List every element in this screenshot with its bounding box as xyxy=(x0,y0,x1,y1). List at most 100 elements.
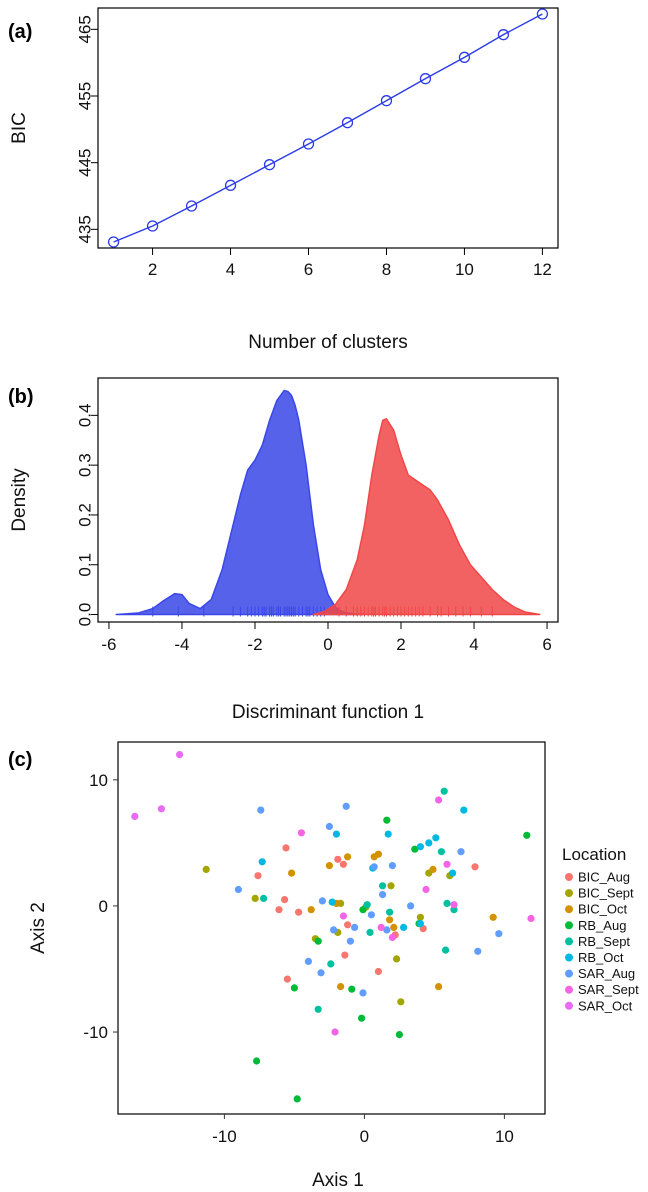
point-rb-aug xyxy=(383,816,391,824)
point-bic-sept xyxy=(387,882,395,890)
point-rb-sept xyxy=(314,1005,322,1013)
legend-label-bic-aug: BIC_Aug xyxy=(578,870,630,885)
y-tick-label: 0.0 xyxy=(76,603,95,627)
bic-point xyxy=(536,8,549,20)
point-bic-oct xyxy=(390,923,398,932)
point-sar-sept xyxy=(331,1028,339,1036)
bic-point xyxy=(380,95,393,107)
x-tick-label: 2 xyxy=(396,635,405,654)
x-tick-label: 4 xyxy=(226,260,235,279)
y-axis-title: Axis 2 xyxy=(28,902,49,954)
point-rb-oct xyxy=(328,898,336,906)
point-rb-oct xyxy=(384,830,392,838)
point-sar-aug xyxy=(359,989,367,997)
density-area-group-2 xyxy=(312,418,541,616)
point-sar-aug xyxy=(367,911,375,919)
point-rb-aug xyxy=(253,1057,261,1065)
point-sar-sept xyxy=(450,901,458,909)
y-axis: 0.0 0.1 0.2 0.3 0.4 xyxy=(76,404,98,627)
panel-c-label: (c) xyxy=(8,749,32,771)
point-rb-sept xyxy=(366,928,374,937)
point-sar-sept xyxy=(377,923,385,932)
point-sar-sept xyxy=(388,933,396,942)
legend-key-rb-aug xyxy=(565,921,573,930)
point-sar-aug xyxy=(234,885,242,894)
y-tick-label: 0.1 xyxy=(76,553,95,577)
point-bic-oct xyxy=(307,906,315,914)
point-rb-aug xyxy=(290,984,298,992)
legend-key-bic-aug xyxy=(565,873,573,881)
legend-label-bic-oct: BIC_Oct xyxy=(578,902,628,917)
density-chart: -6 -4 -2 0 2 4 6 0.0 0.1 0.2 0.3 0.4 Discriminant … xyxy=(9,377,559,723)
x-tick-label: 0 xyxy=(323,635,332,654)
point-sar-aug xyxy=(317,969,325,977)
scatter-points xyxy=(131,751,535,1103)
point-bic-aug xyxy=(295,908,303,916)
point-rb-aug xyxy=(523,831,531,839)
point-sar-sept xyxy=(339,912,347,920)
y-tick-label: 435 xyxy=(76,215,95,243)
point-sar-aug xyxy=(383,926,391,934)
point-rb-aug xyxy=(395,1031,403,1039)
point-bic-oct xyxy=(337,983,345,991)
point-rb-aug xyxy=(359,906,367,914)
x-tick-label: 0 xyxy=(360,1127,369,1146)
point-rb-sept xyxy=(363,901,371,909)
legend-title: Location xyxy=(562,845,626,864)
x-axis-title: Axis 1 xyxy=(312,1170,364,1191)
x-axis-title: Number of clusters xyxy=(248,332,407,353)
point-rb-sept xyxy=(327,960,335,968)
point-sar-aug xyxy=(330,926,338,934)
y-tick-label: 445 xyxy=(76,148,95,176)
point-sar-sept xyxy=(527,914,535,923)
point-sar-aug xyxy=(457,848,465,856)
point-sar-sept xyxy=(297,829,305,837)
bic-point xyxy=(107,236,120,248)
point-sar-aug xyxy=(388,862,396,870)
point-rb-sept xyxy=(260,894,268,903)
point-rb-aug xyxy=(314,937,322,945)
point-sar-aug xyxy=(342,802,350,810)
bic-point xyxy=(263,159,276,171)
point-sar-aug xyxy=(325,822,333,831)
y-tick-label: 455 xyxy=(76,82,95,110)
y-axis-title: Density xyxy=(9,468,30,532)
point-bic-aug xyxy=(283,975,291,983)
y-axis: -10 0 10 xyxy=(83,771,118,1042)
panel-a-label: (a) xyxy=(8,21,32,43)
x-tick-label: -6 xyxy=(101,635,116,654)
point-rb-sept xyxy=(386,908,394,916)
point-bic-sept xyxy=(393,955,401,963)
legend-key-bic-sept xyxy=(565,889,573,898)
legend: Location BIC_AugBIC_SeptBIC_OctRB_AugRB_… xyxy=(562,845,639,1013)
x-tick-label: 2 xyxy=(148,260,157,279)
bic-point xyxy=(302,138,315,150)
point-rb-aug xyxy=(411,845,419,853)
plot-frame xyxy=(117,741,546,1115)
bic-point xyxy=(458,51,471,63)
point-sar-oct xyxy=(131,812,139,821)
point-sar-oct xyxy=(157,805,165,813)
y-axis-title: BIC xyxy=(9,112,30,144)
point-rb-sept xyxy=(437,848,445,856)
legend-key-sar-aug xyxy=(565,969,573,978)
point-bic-aug xyxy=(281,896,289,904)
point-rb-oct xyxy=(332,830,340,838)
point-bic-oct xyxy=(288,869,296,877)
point-rb-sept xyxy=(379,882,387,890)
x-axis: -6 -4 -2 0 2 4 6 xyxy=(101,622,552,654)
point-bic-aug xyxy=(374,967,382,976)
point-rb-sept xyxy=(442,946,450,954)
x-axis: 2 4 6 8 10 12 xyxy=(148,248,552,279)
legend-label-sar-aug: SAR_Aug xyxy=(578,966,635,981)
point-sar-sept xyxy=(435,796,443,804)
point-sar-sept xyxy=(422,885,430,894)
y-tick-label: 0 xyxy=(99,897,108,916)
point-rb-oct xyxy=(416,843,424,851)
point-sar-aug xyxy=(474,947,482,955)
point-bic-sept xyxy=(397,998,405,1006)
legend-label-sar-sept: SAR_Sept xyxy=(578,982,639,997)
bic-line xyxy=(113,13,543,243)
bic-point xyxy=(419,73,432,85)
